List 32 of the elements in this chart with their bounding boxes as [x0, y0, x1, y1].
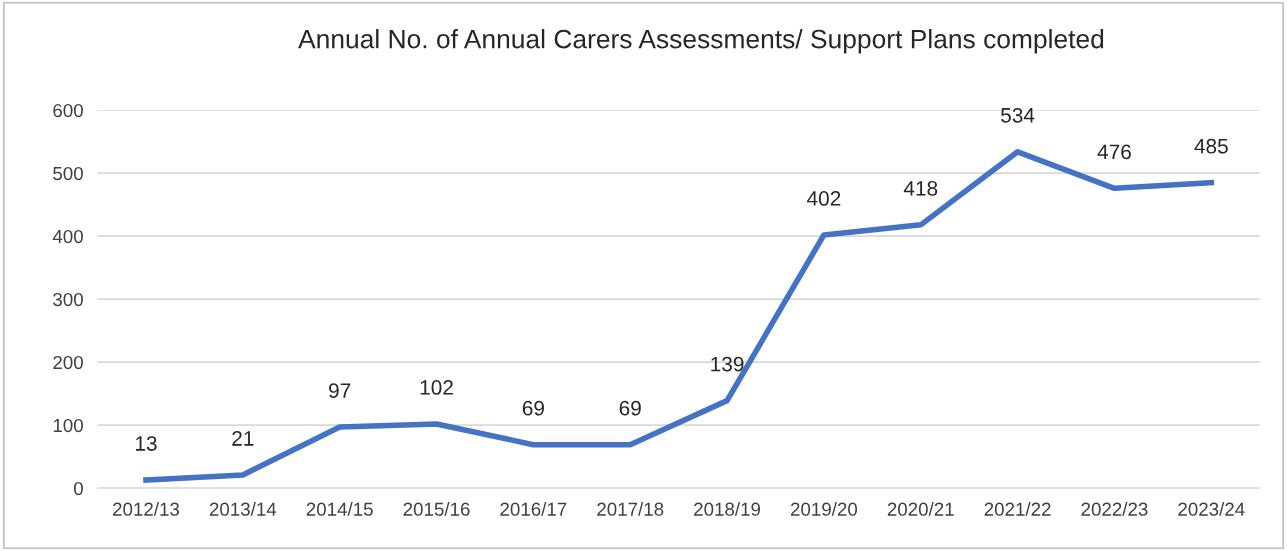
data-label: 69 — [619, 400, 641, 416]
x-tick-label: 2023/24 — [1178, 502, 1245, 516]
chart-title: Annual No. of Annual Carers Assessments/ Support Plans completed — [298, 29, 1104, 54]
data-label: 13 — [135, 436, 157, 451]
data-label: 139 — [711, 356, 744, 372]
y-tick-label: 400 — [52, 229, 83, 244]
data-label: 97 — [329, 383, 351, 398]
y-tick-label: 200 — [53, 355, 83, 370]
x-tick-label: 2012/13 — [113, 502, 180, 516]
data-label: 69 — [522, 400, 544, 416]
x-tick-label: 2021/22 — [984, 502, 1051, 516]
x-tick-label: 2017/18 — [597, 502, 664, 516]
x-tick-label: 2016/17 — [500, 502, 567, 516]
data-label: 485 — [1194, 138, 1228, 154]
y-tick-label: 0 — [73, 481, 83, 496]
x-tick-label: 2018/19 — [694, 502, 761, 516]
x-tick-label: 2020/21 — [887, 502, 954, 516]
data-label: 534 — [1001, 107, 1035, 123]
data-label: 476 — [1097, 144, 1131, 160]
x-tick-label: 2015/16 — [403, 502, 470, 516]
x-tick-label: 2014/15 — [306, 502, 373, 516]
data-label: 418 — [903, 180, 938, 196]
data-label: 402 — [807, 191, 841, 206]
y-tick-label: 300 — [53, 292, 83, 307]
y-tick-label: 600 — [53, 103, 83, 118]
x-tick-label: 2019/20 — [790, 502, 858, 516]
x-tick-label: 2013/14 — [209, 502, 277, 516]
x-tick-label: 2022/23 — [1081, 502, 1148, 516]
y-tick-label: 500 — [53, 166, 83, 181]
data-label: 102 — [420, 380, 453, 395]
data-label: 21 — [232, 431, 254, 446]
y-tick-label: 100 — [53, 418, 83, 433]
